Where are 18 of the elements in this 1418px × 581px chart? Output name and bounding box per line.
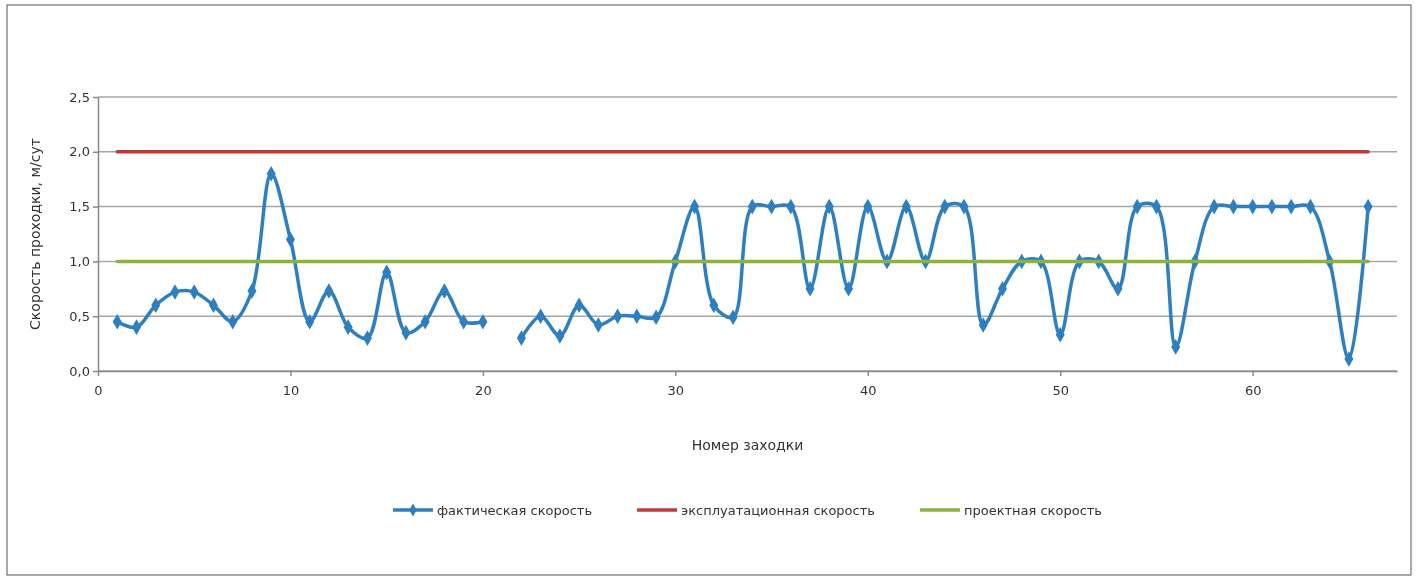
- y-tick-label: 1,5: [69, 199, 90, 215]
- legend-label: фактическая скорость: [436, 502, 593, 518]
- y-axis-title: Скорость проходки, м/сут: [27, 138, 43, 330]
- y-tick-label: 0,5: [69, 308, 90, 324]
- y-tick-label: 2,5: [69, 89, 90, 105]
- x-tick-label: 10: [282, 382, 300, 398]
- x-tick-label: 0: [94, 382, 103, 398]
- x-axis-title: Номер заходки: [691, 437, 804, 453]
- x-tick-label: 50: [1052, 382, 1069, 398]
- y-tick-label: 1,0: [69, 254, 90, 270]
- x-tick-label: 30: [667, 382, 685, 398]
- x-tick-label: 60: [1244, 382, 1262, 398]
- legend-label: проектная скорость: [963, 502, 1103, 518]
- legend-label: эксплуатационная скорость: [681, 502, 875, 518]
- y-tick-label: 0,0: [69, 363, 90, 379]
- y-tick-label: 2,0: [69, 144, 90, 160]
- x-tick-label: 20: [475, 382, 492, 398]
- x-tick-label: 40: [860, 382, 877, 398]
